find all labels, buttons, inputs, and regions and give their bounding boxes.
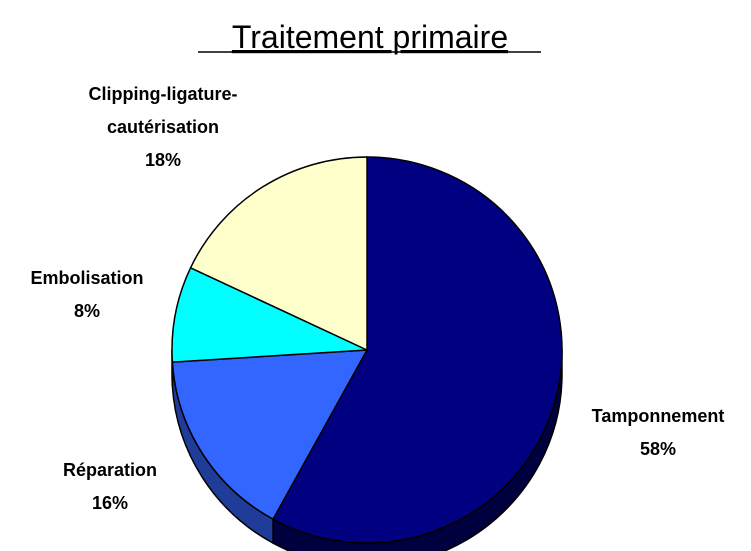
slice-label: Clipping-ligature-cautérisation — [89, 84, 238, 137]
slice-label: Tamponnement — [592, 406, 725, 426]
slice-value-label: 18% — [145, 150, 181, 170]
slice-label: Embolisation — [30, 268, 143, 288]
slice-value-label: 58% — [640, 439, 676, 459]
slice — [189, 156, 368, 352]
slice-label: Réparation — [63, 460, 157, 480]
slice — [171, 266, 368, 363]
slice — [272, 156, 563, 544]
slice-value-label: 8% — [74, 301, 100, 321]
slice-value-label: 16% — [92, 493, 128, 513]
slice — [171, 349, 369, 521]
chart-title: Traitement primaire — [232, 19, 508, 55]
